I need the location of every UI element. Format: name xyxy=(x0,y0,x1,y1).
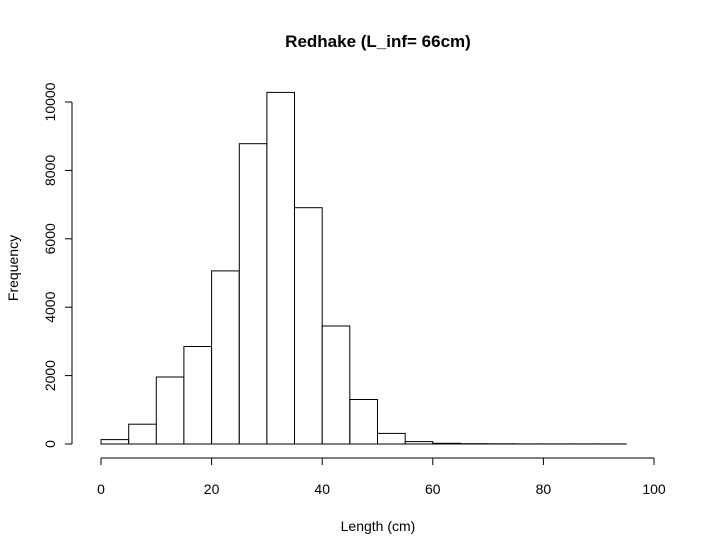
y-axis-label: Frequency xyxy=(5,235,21,301)
y-tick-label: 2000 xyxy=(42,360,58,391)
x-tick-label: 100 xyxy=(642,481,666,497)
histogram-bar-40 xyxy=(321,325,351,445)
x-axis-label: Length (cm) xyxy=(341,518,416,534)
y-axis: 0 2000 4000 6000 8000 10000 xyxy=(42,82,73,448)
x-tick-label: 0 xyxy=(97,481,105,497)
histogram-bar-5 xyxy=(128,423,157,445)
histogram-bar-10 xyxy=(155,376,185,445)
x-tick-label: 20 xyxy=(204,481,220,497)
chart-title: Redhake (L_inf= 66cm) xyxy=(285,32,471,51)
histogram-bar-20 xyxy=(211,270,240,445)
x-tick-label: 80 xyxy=(536,481,552,497)
histogram-bar-50 xyxy=(377,432,406,445)
y-tick-label: 10000 xyxy=(42,82,58,121)
y-tick-label: 8000 xyxy=(42,155,58,186)
x-tick-label: 40 xyxy=(314,481,330,497)
bars-group xyxy=(100,91,627,445)
histogram-bar-25 xyxy=(238,143,268,445)
histogram-bar-45 xyxy=(349,399,378,445)
x-tick-label: 60 xyxy=(425,481,441,497)
histogram-bar-35 xyxy=(294,207,323,445)
histogram-bar-30 xyxy=(266,91,295,445)
histogram-bar-60 xyxy=(432,442,461,445)
y-tick-label: 4000 xyxy=(42,291,58,322)
histogram-bar-0 xyxy=(100,439,130,445)
histogram-bar-55 xyxy=(404,441,434,445)
x-axis: 0 20 40 60 80 100 xyxy=(97,457,666,497)
y-tick-label: 0 xyxy=(42,440,58,448)
y-tick-label: 6000 xyxy=(42,223,58,254)
histogram-bar-15 xyxy=(183,346,213,445)
